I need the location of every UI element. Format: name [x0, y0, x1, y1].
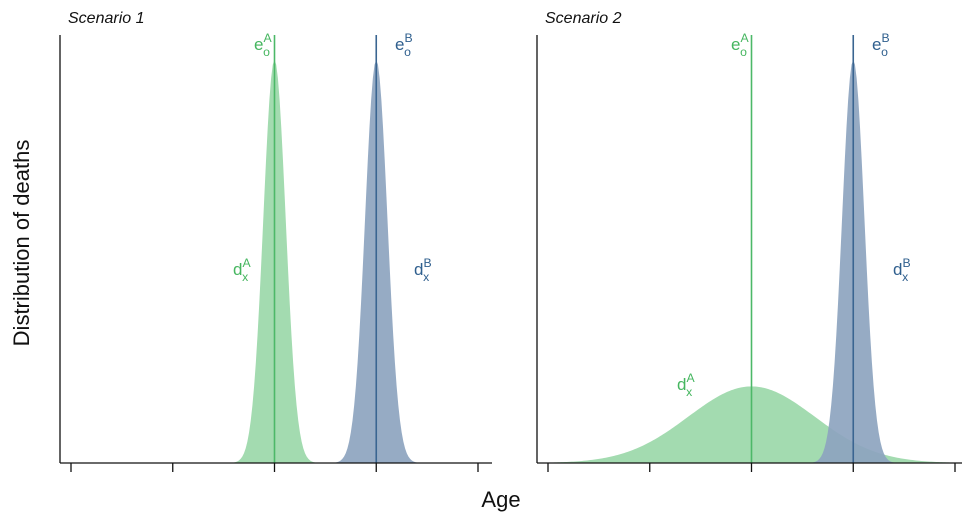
curve-label-B-sub: x — [902, 270, 908, 284]
mean-label-A: eA o — [731, 31, 749, 59]
panel-1: Scenario 1eA odA xeB odB x — [59, 10, 492, 472]
mean-label-B-sub: o — [404, 45, 411, 59]
mean-label-A-base: e — [731, 35, 740, 54]
mean-label-B-base: e — [872, 35, 881, 54]
curve-label-B-sub: x — [423, 270, 429, 284]
curve-label-B-base: d — [893, 260, 902, 279]
mean-label-A-base: e — [254, 35, 263, 54]
mean-label-B-base: e — [395, 35, 404, 54]
mean-label-A-sub: o — [740, 45, 747, 59]
curve-label-B-sup: B — [423, 256, 431, 270]
curve-label-A-base: d — [233, 260, 242, 279]
mean-label-A: eA o — [254, 31, 272, 59]
curve-label-A-sub: x — [686, 385, 692, 399]
mean-label-B-sub: o — [881, 45, 888, 59]
curve-label-B-sup: B — [902, 256, 910, 270]
curve-label-A: dA x — [233, 256, 251, 284]
panel-title: Scenario 1 — [68, 10, 145, 27]
mean-label-B-sup: B — [404, 31, 412, 45]
curve-label-A-base: d — [677, 375, 686, 394]
curve-label-A-sub: x — [242, 270, 248, 284]
curve-label-B: dB x — [414, 256, 432, 284]
mean-label-B: eB o — [872, 31, 890, 59]
panel-title: Scenario 2 — [545, 10, 622, 27]
mean-label-A-sup: A — [740, 31, 749, 45]
mean-label-A-sub: o — [263, 45, 270, 59]
curve-label-A-sup: A — [242, 256, 251, 270]
curve-label-A-sup: A — [686, 371, 695, 385]
mean-label-B-sup: B — [881, 31, 889, 45]
x-axis-title: Age — [481, 487, 520, 512]
y-axis-title: Distribution of deaths — [9, 140, 34, 347]
mean-label-B: eB o — [395, 31, 413, 59]
mean-label-A-sup: A — [263, 31, 272, 45]
panel-2: Scenario 2eA odA xeB odB x — [536, 10, 962, 472]
curve-label-B-base: d — [414, 260, 423, 279]
curve-label-A: dA x — [677, 371, 695, 399]
curve-label-B: dB x — [893, 256, 911, 284]
